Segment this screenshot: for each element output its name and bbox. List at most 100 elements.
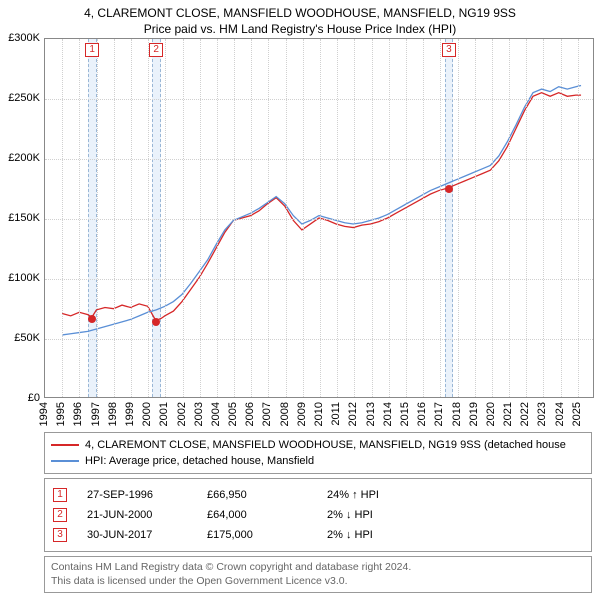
plot-area: 1 2 3 [44,38,594,398]
x-axis: 1994199519961997199819992000200120022003… [44,398,594,428]
marker-label: 2 [149,43,163,57]
event-price: £66,950 [207,489,327,501]
gridline-v [337,39,338,397]
x-tick-label: 1998 [107,402,119,426]
gridline-v [79,39,80,397]
gridline-h [45,159,593,160]
x-tick-label: 2024 [554,402,566,426]
marker-label: 3 [442,43,456,57]
gridline-v [372,39,373,397]
x-tick-label: 2011 [330,402,342,426]
gridline-v [492,39,493,397]
x-tick-label: 2010 [313,402,325,426]
legend-label: 4, CLAREMONT CLOSE, MANSFIELD WOODHOUSE,… [85,439,566,451]
gridline-h [45,279,593,280]
x-tick-label: 2008 [279,402,291,426]
gridline-v [251,39,252,397]
x-tick-label: 2005 [227,402,239,426]
gridline-v [561,39,562,397]
x-tick-label: 2025 [571,402,583,426]
x-tick-label: 2009 [296,402,308,426]
gridline-v [97,39,98,397]
x-tick-label: 2017 [433,402,445,426]
chart-area: £0£50K£100K£150K£200K£250K£300K 123 1994… [0,38,600,428]
gridline-v [303,39,304,397]
marker-dot [445,185,453,193]
x-tick-label: 2019 [468,402,480,426]
event-price: £64,000 [207,509,327,521]
gridline-v [268,39,269,397]
gridline-v [148,39,149,397]
event-date: 21-JUN-2000 [87,509,207,521]
title-line-1: 4, CLAREMONT CLOSE, MANSFIELD WOODHOUSE,… [8,6,592,20]
series-svg [45,39,593,397]
title-line-2: Price paid vs. HM Land Registry's House … [8,22,592,36]
title-block: 4, CLAREMONT CLOSE, MANSFIELD WOODHOUSE,… [0,0,600,38]
x-tick-label: 2007 [261,402,273,426]
legend: 4, CLAREMONT CLOSE, MANSFIELD WOODHOUSE,… [44,432,592,474]
gridline-v [509,39,510,397]
x-tick-label: 2023 [536,402,548,426]
event-row: 330-JUN-2017£175,0002% ↓ HPI [53,525,583,545]
marker-dot [88,315,96,323]
gridline-v [354,39,355,397]
x-tick-label: 2012 [347,402,359,426]
event-number: 1 [53,488,67,502]
y-tick-label: £250K [8,92,40,104]
gridline-v [165,39,166,397]
event-row: 1 27-SEP-1996£66,95024% ↑ HPI [53,485,583,505]
gridline-v [406,39,407,397]
footer-line-2: This data is licensed under the Open Gov… [51,575,585,589]
x-tick-label: 2016 [416,402,428,426]
gridline-v [131,39,132,397]
x-tick-label: 2020 [485,402,497,426]
y-tick-label: £100K [8,272,40,284]
footer-line-1: Contains HM Land Registry data © Crown c… [51,561,585,575]
x-tick-label: 2018 [451,402,463,426]
marker-label: 1 [85,43,99,57]
y-tick-label: £150K [8,212,40,224]
event-delta: 24% ↑ HPI [327,489,379,501]
legend-swatch [51,460,79,462]
event-date: 30-JUN-2017 [87,529,207,541]
x-tick-label: 1994 [38,402,50,426]
gridline-v [578,39,579,397]
gridline-v [320,39,321,397]
y-axis: £0£50K£100K£150K£200K£250K£300K [0,38,44,398]
series-price_paid [62,93,581,321]
event-date: 27-SEP-1996 [87,489,207,501]
x-tick-label: 2000 [141,402,153,426]
x-tick-label: 1996 [72,402,84,426]
y-tick-label: £300K [8,32,40,44]
gridline-v [62,39,63,397]
legend-row: 4, CLAREMONT CLOSE, MANSFIELD WOODHOUSE,… [51,437,585,453]
event-delta: 2% ↓ HPI [327,509,373,521]
x-tick-label: 2002 [176,402,188,426]
gridline-v [234,39,235,397]
x-tick-label: 1995 [55,402,67,426]
gridline-v [286,39,287,397]
x-tick-label: 1999 [124,402,136,426]
event-number: 3 [53,528,67,542]
y-tick-label: £50K [14,332,40,344]
legend-row: HPI: Average price, detached house, Mans… [51,453,585,469]
gridline-v [458,39,459,397]
events-table: 1 27-SEP-1996£66,95024% ↑ HPI 221-JUN-2000… [44,478,592,552]
y-tick-label: £200K [8,152,40,164]
legend-swatch [51,444,79,446]
event-price: £175,000 [207,529,327,541]
gridline-h [45,219,593,220]
event-row: 221-JUN-2000£64,0002% ↓ HPI [53,505,583,525]
marker-dot [152,318,160,326]
series-hpi [62,86,581,335]
x-tick-label: 2022 [519,402,531,426]
gridline-v [526,39,527,397]
page-root: 4, CLAREMONT CLOSE, MANSFIELD WOODHOUSE,… [0,0,600,590]
x-tick-label: 2004 [210,402,222,426]
x-tick-label: 2021 [502,402,514,426]
x-tick-label: 1997 [90,402,102,426]
x-tick-label: 2013 [365,402,377,426]
gridline-v [423,39,424,397]
gridline-v [475,39,476,397]
x-tick-label: 2015 [399,402,411,426]
